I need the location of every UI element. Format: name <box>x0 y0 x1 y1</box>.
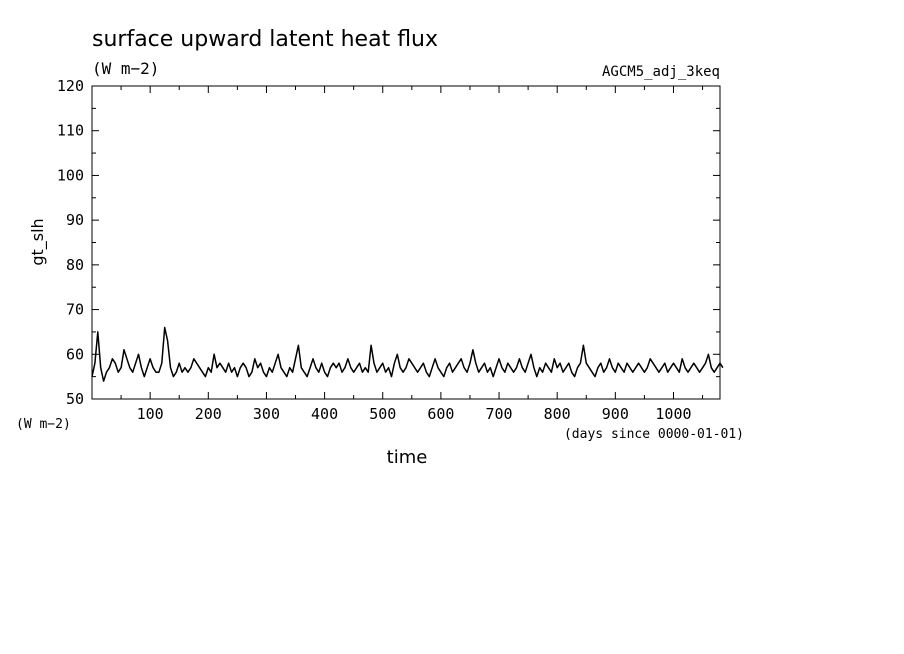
x-tick-label: 500 <box>369 405 396 423</box>
x-tick-label: 100 <box>137 405 164 423</box>
chart-subtitle: (W m−2) <box>92 59 159 78</box>
y-tick-label: 100 <box>57 166 84 184</box>
y-tick-label: 110 <box>57 122 84 140</box>
x-tick-label: 800 <box>544 405 571 423</box>
plot-frame <box>91 85 721 400</box>
x-tick-label: 1000 <box>655 405 691 423</box>
x-tick-label: 200 <box>195 405 222 423</box>
y-axis-unit: (W m−2) <box>16 417 71 432</box>
y-axis-label: gt_slh <box>28 218 48 265</box>
y-tick-label: 70 <box>66 301 84 319</box>
x-axis-label: time <box>387 447 428 468</box>
y-tick-label: 120 <box>57 77 84 95</box>
series-line <box>91 326 724 382</box>
y-tick-label: 50 <box>66 390 84 408</box>
y-tick-label: 80 <box>66 256 84 274</box>
x-tick-label: 400 <box>311 405 338 423</box>
y-tick-label: 60 <box>66 345 84 363</box>
chart-title: surface upward latent heat flux <box>92 27 438 52</box>
x-tick-label: 900 <box>602 405 629 423</box>
x-axis-unit: (days since 0000-01-01) <box>564 427 744 442</box>
x-tick-label: 300 <box>253 405 280 423</box>
x-tick-label: 600 <box>427 405 454 423</box>
axis-ticks: 50 60 70 80 90 100 110 120 100 200 300 400 500 600 700… <box>57 77 720 423</box>
x-tick-label: 700 <box>485 405 512 423</box>
experiment-label: AGCM5_adj_3keq <box>602 64 720 80</box>
y-tick-label: 90 <box>66 211 84 229</box>
